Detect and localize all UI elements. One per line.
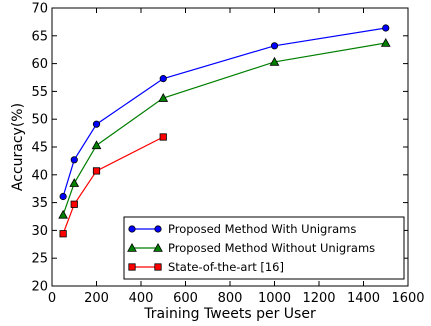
x-tick-label: 1400: [347, 291, 380, 306]
y-tick-label: 20: [31, 280, 48, 295]
legend-entry: Proposed Method Without Unigrams: [127, 241, 375, 255]
legend-entry: State-of-the-art [16]: [128, 260, 284, 274]
data-point: [380, 38, 391, 47]
y-tick-label: 60: [31, 57, 48, 72]
legend-marker: [128, 225, 136, 233]
y-tick-label: 65: [31, 29, 48, 44]
data-point: [382, 24, 390, 32]
data-point: [70, 156, 78, 164]
x-tick-label: 1600: [391, 291, 424, 306]
y-tick-label: 25: [31, 252, 48, 267]
legend: Proposed Method With Unigrams Proposed Me…: [123, 216, 405, 280]
series-layer: [58, 24, 391, 238]
y-axis-label: Accuracy(%): [10, 103, 26, 191]
legend-marker: [154, 263, 162, 271]
data-point: [270, 42, 279, 50]
x-tick-label: 600: [173, 291, 198, 306]
legend-marker: [128, 263, 136, 271]
y-tick-label: 55: [31, 85, 48, 100]
y-tick-label: 70: [31, 2, 48, 17]
legend-entry: Proposed Method With Unigrams: [128, 222, 356, 236]
legend-marker: [153, 242, 163, 252]
data-point: [70, 200, 78, 208]
data-point: [159, 133, 167, 141]
x-tick-label: 400: [129, 291, 154, 306]
x-tick-label: 800: [218, 291, 243, 306]
data-point: [91, 140, 102, 150]
data-point: [59, 230, 67, 238]
series-1: [59, 24, 390, 201]
legend-label: Proposed Method With Unigrams: [168, 222, 356, 236]
data-point: [92, 167, 101, 175]
ticks-layer: 0 200 400 600 800 1000 1200 1400 1600 20 25 30 35 40 4…: [31, 2, 424, 307]
data-point: [69, 178, 80, 187]
y-tick-label: 45: [31, 141, 48, 156]
data-point: [158, 93, 169, 102]
x-tick-label: 0: [48, 291, 56, 306]
x-tick-label: 1000: [258, 291, 291, 306]
y-tick-label: 40: [31, 168, 48, 183]
data-point: [58, 209, 69, 219]
series-line: [62, 27, 386, 197]
series-line: [62, 42, 386, 216]
data-point: [159, 75, 167, 83]
data-point: [92, 120, 101, 128]
x-tick-label: 1200: [302, 291, 335, 306]
legend-marker: [127, 242, 137, 252]
y-tick-label: 50: [31, 113, 48, 128]
legend-box: [123, 216, 405, 280]
legend-label: State-of-the-art [16]: [168, 260, 284, 274]
y-tick-label: 30: [31, 224, 48, 239]
series-line: [62, 136, 164, 234]
legend-label: Proposed Method Without Unigrams: [168, 241, 375, 255]
data-point: [269, 56, 280, 66]
series-2: [58, 38, 391, 219]
data-point: [59, 192, 67, 201]
legend-marker: [154, 225, 162, 233]
y-tick-label: 35: [31, 196, 48, 211]
x-tick-label: 200: [84, 291, 109, 306]
x-axis-label: Training Tweets per User: [143, 306, 316, 322]
series-3: [59, 133, 167, 238]
